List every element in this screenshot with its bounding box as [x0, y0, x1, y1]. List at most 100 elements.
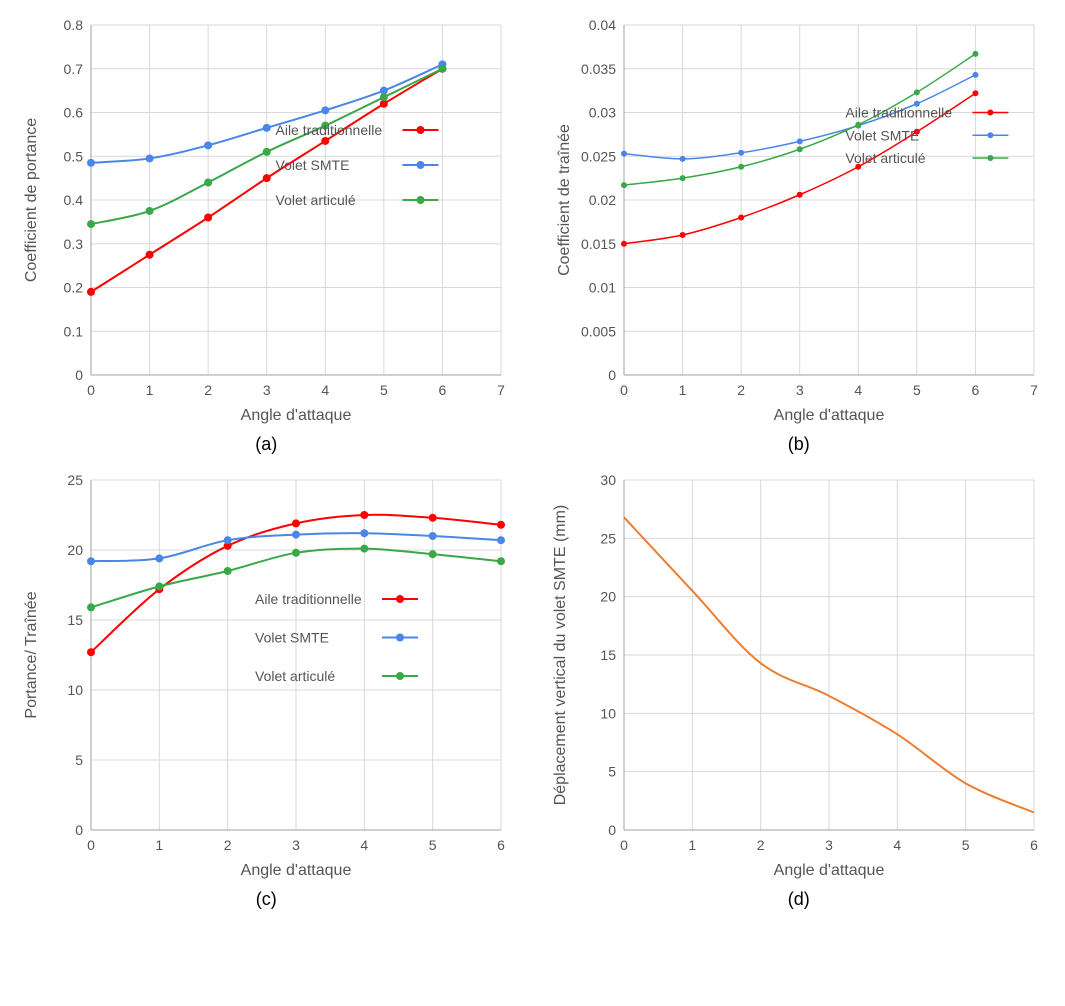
legend-label-articule: Volet articulé [845, 150, 925, 166]
svg-text:Angle d'attaque: Angle d'attaque [773, 862, 884, 879]
panel_c-marker [292, 531, 300, 539]
svg-text:5: 5 [380, 382, 388, 398]
panel_a-marker [263, 148, 271, 156]
caption-c: (c) [256, 889, 277, 910]
svg-text:0.04: 0.04 [589, 17, 616, 33]
svg-text:Coefficient de portance: Coefficient de portance [23, 118, 40, 282]
panel_a-marker [87, 288, 95, 296]
svg-text:20: 20 [68, 542, 84, 558]
panel_a-marker [263, 174, 271, 182]
panel_a-marker [87, 220, 95, 228]
svg-text:1: 1 [678, 382, 686, 398]
svg-text:5: 5 [75, 752, 83, 768]
panel_a-marker [204, 141, 212, 149]
svg-text:2: 2 [757, 837, 765, 853]
legend-marker-aile [987, 110, 993, 116]
panel_c-marker [429, 514, 437, 522]
chart-b: 0123456700.0050.010.0150.020.0250.030.03… [549, 10, 1049, 430]
svg-text:0.2: 0.2 [64, 280, 84, 296]
chart-d: 0123456051015202530Angle d'attaqueDéplac… [549, 465, 1049, 885]
panel_c-marker [292, 519, 300, 527]
svg-text:6: 6 [497, 837, 505, 853]
svg-text:0: 0 [87, 382, 95, 398]
panel_b-marker [738, 150, 744, 156]
legend-label-smte: Volet SMTE [276, 157, 350, 173]
legend-marker-articule [987, 155, 993, 161]
panel_b-marker [972, 90, 978, 96]
legend-label-smte: Volet SMTE [255, 630, 329, 646]
panel_a-marker [146, 154, 154, 162]
panel_a-marker [204, 214, 212, 222]
svg-text:2: 2 [204, 382, 212, 398]
svg-text:0.035: 0.035 [581, 61, 616, 77]
svg-text:0.005: 0.005 [581, 323, 616, 339]
panel_d-svg: 0123456051015202530Angle d'attaqueDéplac… [549, 465, 1049, 885]
svg-text:0.02: 0.02 [589, 192, 616, 208]
panel_c-marker [361, 545, 369, 553]
svg-text:0: 0 [608, 367, 616, 383]
panel-a: 0123456700.10.20.30.40.50.60.70.8Angle d… [10, 10, 523, 455]
svg-text:10: 10 [600, 705, 616, 721]
panel_b-marker [738, 164, 744, 170]
chart-c: 01234560510152025Angle d'attaquePortance… [16, 465, 516, 885]
svg-text:0.4: 0.4 [64, 192, 84, 208]
svg-text:25: 25 [600, 530, 616, 546]
svg-text:0.8: 0.8 [64, 17, 84, 33]
panel_c-marker [156, 554, 164, 562]
svg-text:2: 2 [737, 382, 745, 398]
svg-text:0.3: 0.3 [64, 236, 84, 252]
panel_a-marker [87, 159, 95, 167]
panel_c-marker [361, 529, 369, 537]
legend-label-articule: Volet articulé [255, 668, 335, 684]
svg-text:Angle d'attaque: Angle d'attaque [241, 862, 352, 879]
panel_a-marker [322, 106, 330, 114]
svg-text:0: 0 [608, 822, 616, 838]
panel_b-marker [621, 151, 627, 157]
svg-text:4: 4 [361, 837, 369, 853]
svg-text:0: 0 [75, 367, 83, 383]
legend-marker-smte [396, 634, 404, 642]
panel-c: 01234560510152025Angle d'attaquePortance… [10, 465, 523, 910]
svg-text:7: 7 [1030, 382, 1038, 398]
svg-text:0.03: 0.03 [589, 105, 616, 121]
svg-text:4: 4 [322, 382, 330, 398]
legend-marker-smte [987, 132, 993, 138]
legend-marker-articule [417, 196, 425, 204]
panel_b-marker [796, 138, 802, 144]
svg-text:0: 0 [75, 822, 83, 838]
svg-text:0.5: 0.5 [64, 148, 84, 164]
svg-text:4: 4 [854, 382, 862, 398]
svg-text:25: 25 [68, 472, 84, 488]
panel_c-marker [224, 536, 232, 544]
svg-text:4: 4 [893, 837, 901, 853]
svg-text:6: 6 [971, 382, 979, 398]
panel_b-svg: 0123456700.0050.010.0150.020.0250.030.03… [549, 10, 1049, 430]
svg-text:20: 20 [600, 589, 616, 605]
panel_c-marker [87, 603, 95, 611]
svg-text:0.6: 0.6 [64, 105, 84, 121]
panel_b-marker [621, 241, 627, 247]
svg-text:2: 2 [224, 837, 232, 853]
panel_c-marker [87, 557, 95, 565]
panel_a-marker [322, 137, 330, 145]
caption-a: (a) [255, 434, 277, 455]
panel_c-marker [224, 567, 232, 575]
panel_b-marker [796, 146, 802, 152]
panel_c-marker [361, 511, 369, 519]
panel_b-marker [621, 182, 627, 188]
svg-text:0.1: 0.1 [64, 323, 84, 339]
svg-text:0.015: 0.015 [581, 236, 616, 252]
svg-text:Angle d'attaque: Angle d'attaque [773, 407, 884, 424]
panel_c-marker [497, 536, 505, 544]
panel_b-marker [972, 72, 978, 78]
svg-text:1: 1 [146, 382, 154, 398]
svg-text:0.7: 0.7 [64, 61, 84, 77]
legend-marker-aile [396, 595, 404, 603]
svg-text:7: 7 [497, 382, 505, 398]
legend-label-smte: Volet SMTE [845, 127, 919, 143]
panel-d: 0123456051015202530Angle d'attaqueDéplac… [543, 465, 1056, 910]
panel_a-marker [146, 207, 154, 215]
panel_b-marker [679, 175, 685, 181]
svg-text:0: 0 [87, 837, 95, 853]
svg-text:1: 1 [156, 837, 164, 853]
